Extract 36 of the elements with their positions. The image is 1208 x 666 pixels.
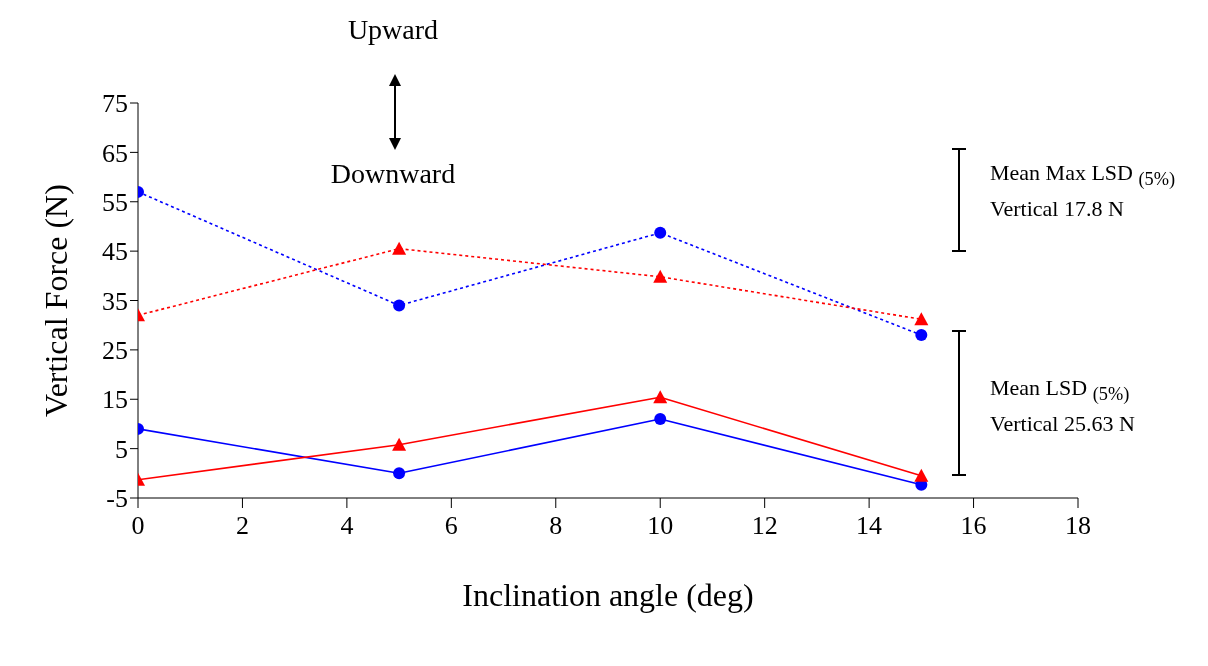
x-tick-label: 8 [549,511,563,541]
y-tick-label: -5 [106,484,128,514]
x-tick-label: 4 [340,511,354,541]
x-tick-label: 6 [444,511,458,541]
point [392,437,407,451]
x-tick-label: 0 [131,511,145,541]
y-tick-label: 25 [102,336,128,366]
annotation: Downward [330,158,456,189]
point [393,299,406,312]
text: Upward [347,14,439,45]
y-tick-label: 45 [102,237,128,267]
point [392,241,407,255]
point [654,226,667,239]
x-axis-title: Inclination angle (deg) [462,577,754,613]
x-tick-label: 10 [647,511,674,541]
y-tick-label: 65 [102,138,128,168]
y-tick-label: 75 [102,89,128,119]
x-tick-label: 12 [751,511,778,541]
annotation: Mean LSD $_{(5%)}$ Vertical 25.63 N [990,375,1135,437]
y-tick-label: 55 [102,187,128,217]
point [393,467,406,480]
x-tick-label: 14 [856,511,883,541]
point [914,312,929,326]
x-tick-label: 18 [1065,511,1091,541]
point [914,468,929,482]
point [915,329,928,342]
y-tick-label: 35 [102,286,128,316]
annotation: Mean Max LSD $_{(5%)}$ Vertical 17.8 N [990,160,1176,222]
point [654,413,667,425]
y-tick-label: 5 [115,434,128,464]
y-axis-title: Vertical Force (N) [38,184,75,417]
point [653,269,668,283]
point [653,390,668,404]
x-tick-label: 2 [235,511,249,541]
y-tick-label: 15 [102,385,128,415]
x-tick-label: 16 [960,511,987,541]
